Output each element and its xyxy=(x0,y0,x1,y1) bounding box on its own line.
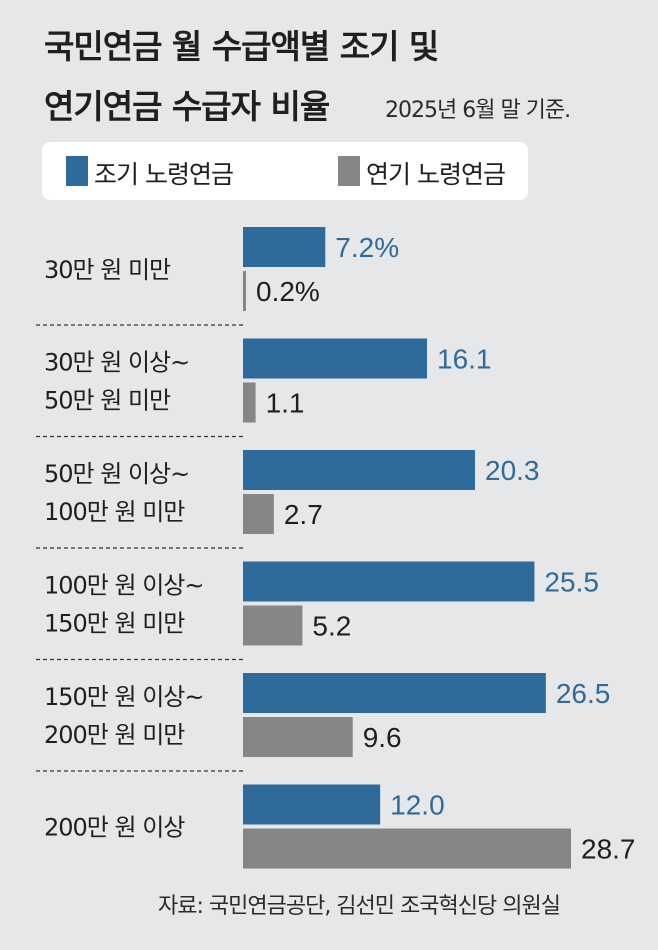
data-label-delayed: 28.7 xyxy=(581,834,636,865)
bar-early xyxy=(243,227,326,267)
chart-title-line-1: 국민연금 월 수급액별 조기 및 xyxy=(44,27,439,66)
data-label-delayed: 1.1 xyxy=(266,388,305,419)
bar-chart: 30만 원 미만 7.2% 0.2% 30만 원 이상~ 50만 원 미만 16.1 1.1… xyxy=(36,227,636,869)
bar-early xyxy=(243,784,381,825)
bar-early xyxy=(243,673,546,713)
category-label: 200만 원 미만 xyxy=(44,721,185,749)
data-label-delayed: 5.2 xyxy=(312,611,351,642)
bar-delayed xyxy=(243,828,571,869)
category-label: 150만 원 미만 xyxy=(44,610,185,638)
legend-label-delayed: 연기 노령연금 xyxy=(366,160,506,189)
category-label: 30만 원 이상~ xyxy=(44,349,189,377)
data-label-early: 16.1 xyxy=(437,344,492,375)
source-note: 자료: 국민연금공단, 김선민 조국혁신당 의원실 xyxy=(158,894,561,919)
data-label-delayed: 0.2% xyxy=(256,276,320,307)
data-label-early: 20.3 xyxy=(485,455,540,486)
data-label-delayed: 9.6 xyxy=(363,722,402,753)
category-label: 100만 원 미만 xyxy=(44,498,185,526)
legend: 조기 노령연금 연기 노령연금 xyxy=(42,142,528,200)
bar-delayed xyxy=(243,271,246,311)
legend-label-early: 조기 노령연금 xyxy=(94,160,234,189)
data-label-delayed: 2.7 xyxy=(284,499,323,530)
legend-swatch-delayed xyxy=(338,156,360,186)
category-label: 200만 원 이상 xyxy=(44,814,185,842)
bar-delayed xyxy=(243,717,353,757)
bar-early xyxy=(243,450,475,490)
bar-delayed xyxy=(243,382,256,423)
chart-title-line-2: 연기연금 수급자 비율 xyxy=(44,87,330,126)
bar-early xyxy=(243,561,535,602)
bar-early xyxy=(243,338,427,379)
category-label: 30만 원 미만 xyxy=(44,256,171,284)
data-label-early: 7.2% xyxy=(335,232,399,263)
category-label: 150만 원 이상~ xyxy=(44,683,204,711)
category-label: 100만 원 이상~ xyxy=(44,572,204,600)
data-label-early: 26.5 xyxy=(556,678,611,709)
category-label: 50만 원 미만 xyxy=(44,387,171,415)
legend-swatch-early xyxy=(66,156,88,186)
bar-delayed xyxy=(243,494,274,534)
category-label: 50만 원 이상~ xyxy=(44,460,189,488)
data-label-early: 12.0 xyxy=(390,790,445,821)
chart-subtitle: 2025년 6월 말 기준. xyxy=(385,98,571,123)
bar-delayed xyxy=(243,605,303,646)
data-label-early: 25.5 xyxy=(544,567,599,598)
